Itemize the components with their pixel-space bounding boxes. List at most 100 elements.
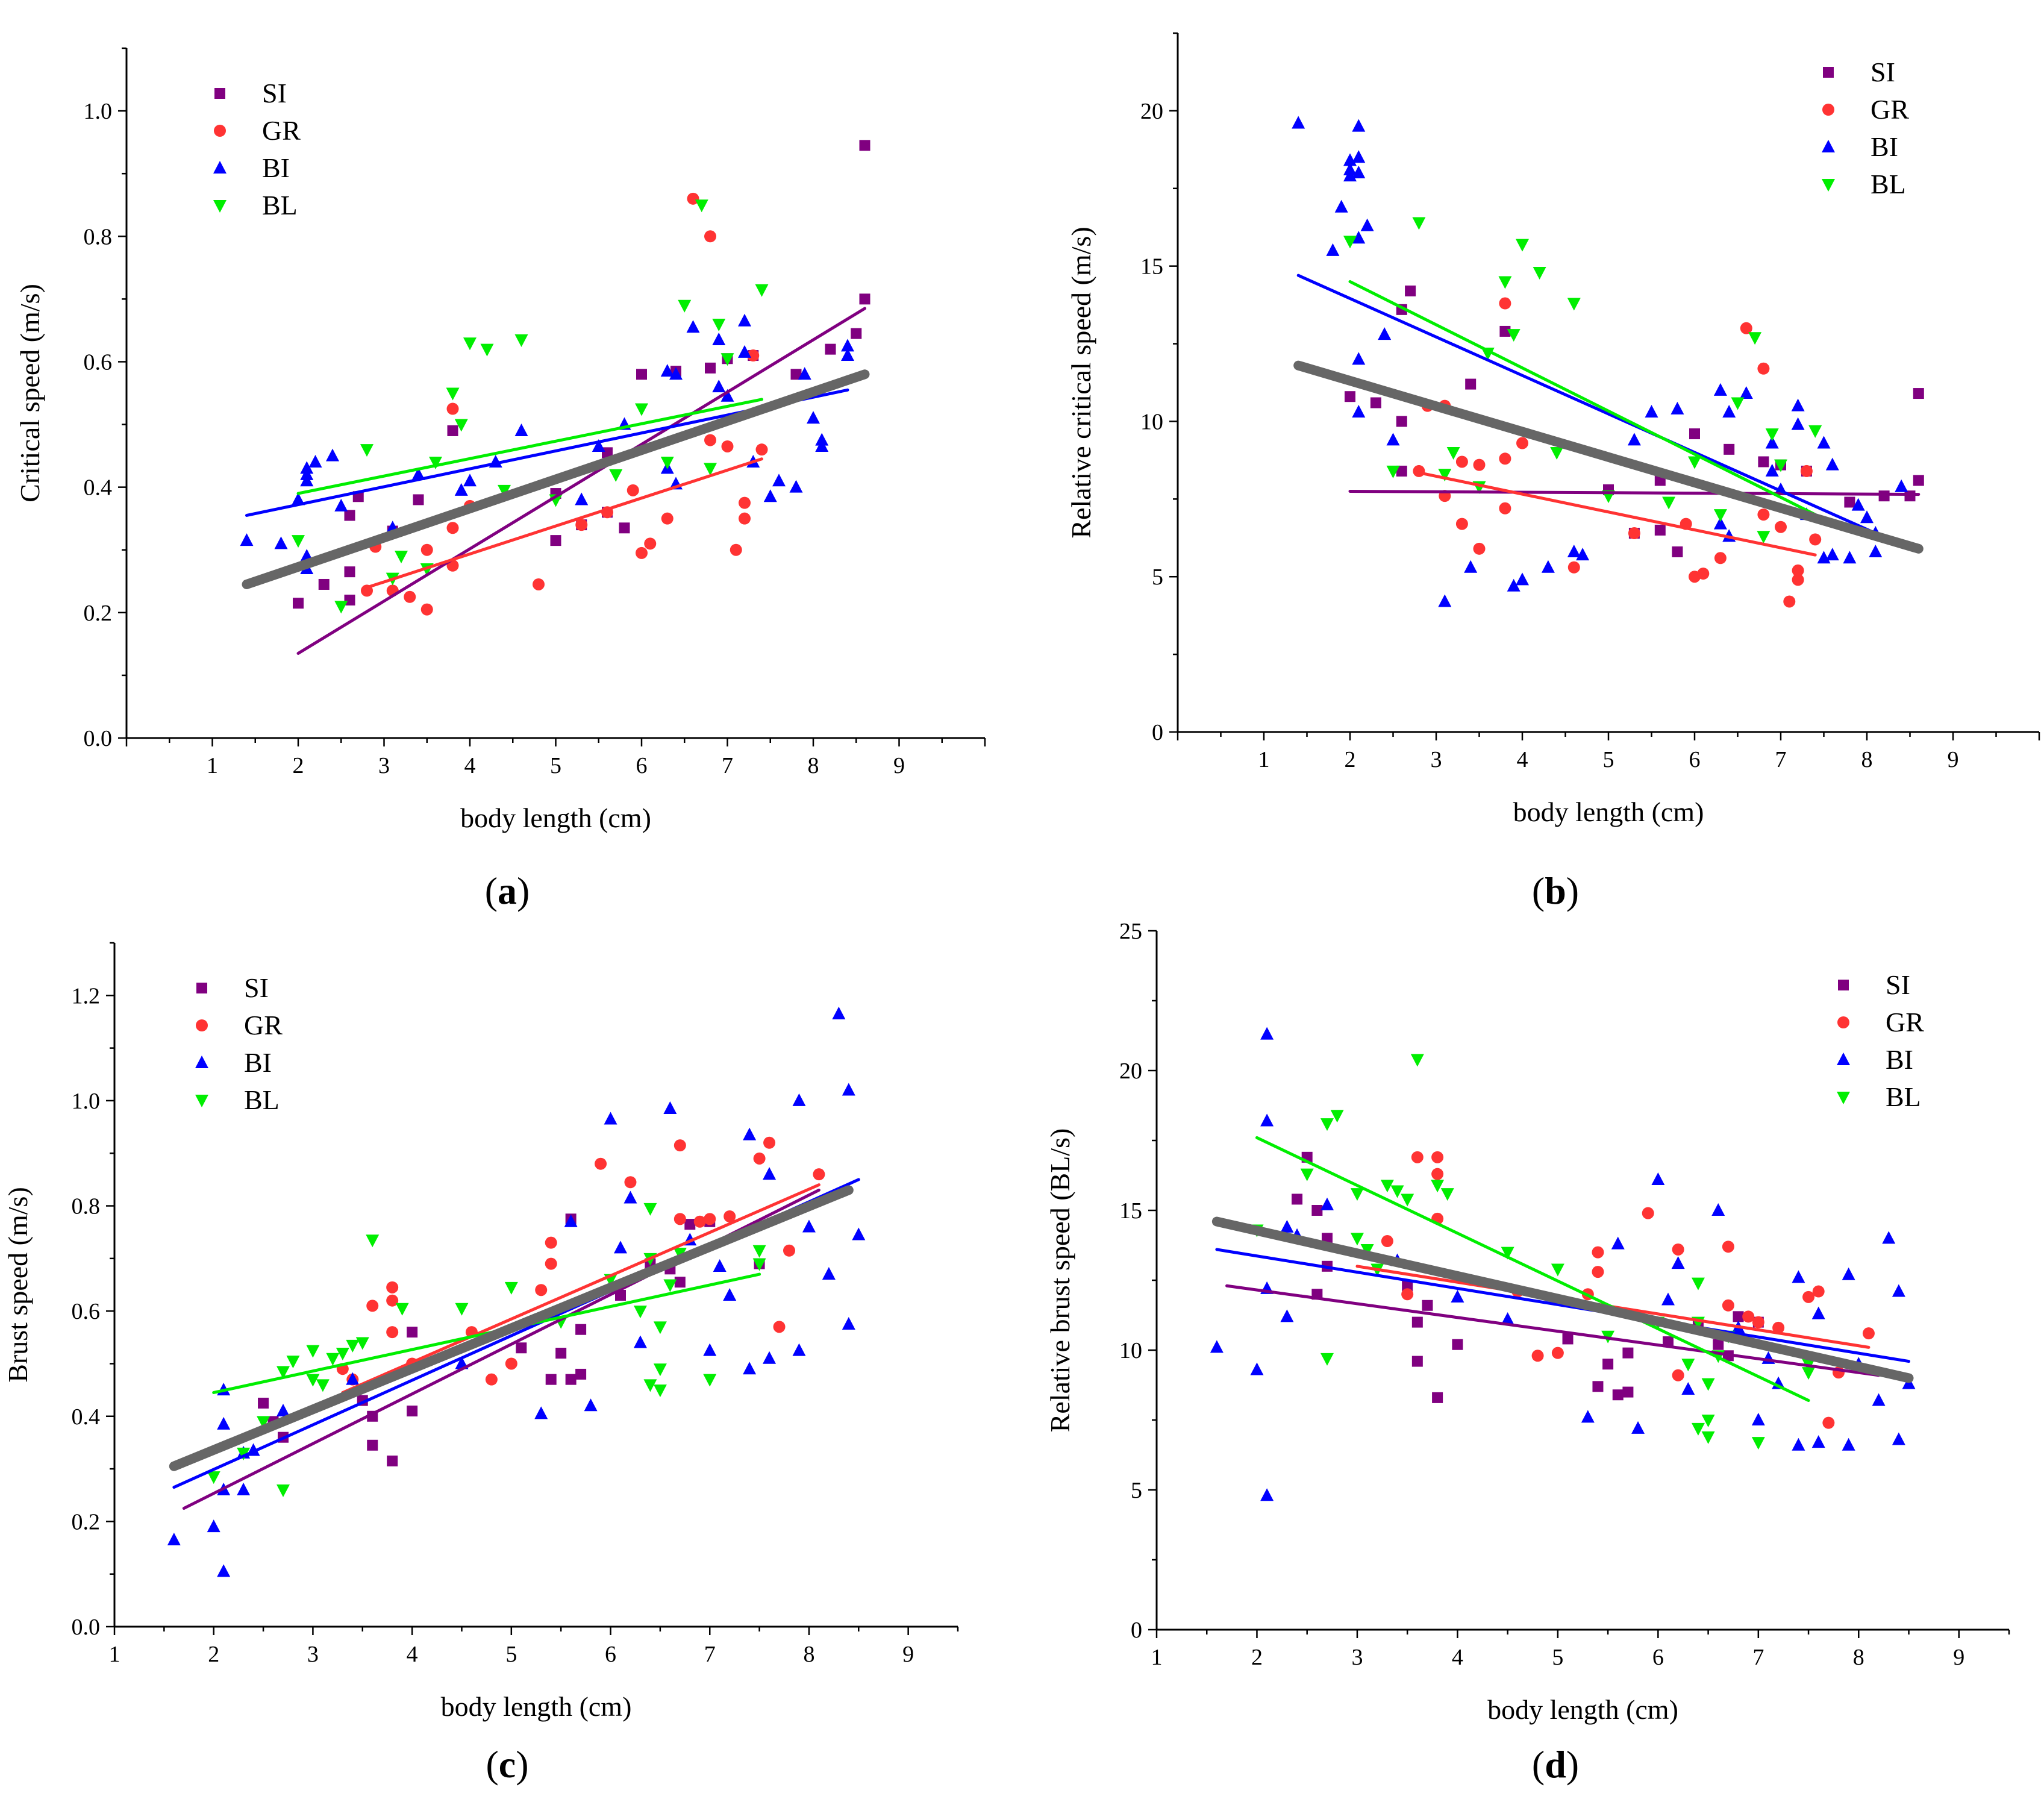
data-point-GR	[693, 1215, 706, 1228]
legend-marker-GR	[214, 125, 226, 137]
data-point-BI	[772, 474, 786, 487]
fit-line-overall	[1211, 1216, 1914, 1383]
data-point-BL	[678, 299, 692, 313]
series-BI	[1292, 116, 1908, 607]
data-point-BI	[1791, 398, 1805, 411]
data-point-BL	[346, 1339, 360, 1353]
data-point-GR	[595, 1157, 607, 1170]
data-point-SI	[318, 578, 330, 590]
data-point-SI	[550, 535, 561, 546]
x-tick-label: 5	[1552, 1645, 1563, 1670]
data-point-BL	[1808, 425, 1822, 438]
data-point-SI	[1396, 416, 1407, 427]
data-point-BL	[643, 1203, 657, 1216]
data-point-SI	[344, 566, 355, 578]
data-point-BL	[1701, 1431, 1715, 1444]
data-point-BI	[1386, 433, 1400, 446]
data-point-GR	[674, 1213, 686, 1225]
y-tick-label: 0.6	[84, 349, 113, 375]
data-point-BL	[446, 387, 460, 401]
data-point-BL	[334, 601, 348, 614]
legend-label-BI: BI	[262, 152, 290, 183]
panel-label: (c)	[486, 1743, 528, 1786]
fit-line-BI	[1296, 274, 1877, 535]
data-point-SI	[413, 494, 424, 505]
data-point-SI	[1292, 1193, 1303, 1205]
x-tick-label: 9	[1953, 1645, 1964, 1670]
data-point-BI	[454, 483, 468, 496]
data-point-BI	[712, 380, 726, 393]
data-point-BI	[1791, 417, 1805, 430]
data-point-BL	[306, 1345, 320, 1358]
data-point-BI	[1627, 433, 1641, 446]
data-point-GR	[1812, 1285, 1825, 1298]
data-point-SI	[1422, 1300, 1433, 1311]
data-point-GR	[1499, 297, 1511, 310]
data-point-BL	[1300, 1168, 1314, 1181]
data-point-BL	[1343, 236, 1357, 249]
x-axis-title: body length (cm)	[441, 1691, 632, 1722]
data-point-SI	[1733, 1311, 1744, 1322]
data-point-GR	[1473, 458, 1486, 471]
data-point-SI	[684, 1219, 696, 1230]
y-tick-label: 5	[1131, 1478, 1142, 1503]
data-point-GR	[446, 522, 459, 534]
data-point-GR	[1742, 1310, 1755, 1323]
x-tick-label: 8	[1861, 747, 1873, 772]
data-point-BI	[1765, 463, 1779, 477]
data-point-BI	[1711, 1203, 1725, 1216]
data-point-SI	[1311, 1205, 1323, 1216]
data-point-BL	[1701, 1415, 1715, 1427]
data-point-GR	[1628, 527, 1640, 540]
legend: SI GR BI BL	[195, 972, 283, 1115]
data-point-SI	[387, 1455, 398, 1466]
fit-line-SI	[296, 307, 866, 655]
x-tick-label: 5	[1603, 747, 1614, 772]
data-point-BI	[334, 498, 348, 511]
data-point-GR	[627, 484, 639, 496]
data-point-BL	[1440, 1188, 1454, 1201]
chart-panel-a: 1 2 3 4 5 6 7 8 9 0.0 0.2 0.4 0.6 0.8 1.0 body length (…	[14, 47, 986, 912]
data-point-BI	[1792, 1270, 1805, 1283]
data-point-BL	[207, 1471, 220, 1484]
y-tick-label: 10	[1140, 409, 1163, 434]
data-point-BI	[1765, 436, 1779, 449]
data-point-BI	[308, 455, 322, 468]
data-point-BL	[514, 334, 528, 348]
x-tick-label: 1	[207, 753, 218, 778]
legend: SI GR BI BL	[1822, 57, 1909, 199]
x-tick-label: 2	[293, 753, 304, 778]
data-point-BL	[366, 1234, 380, 1248]
data-point-BI	[1825, 548, 1839, 561]
legend-marker-BL	[1837, 1092, 1850, 1104]
data-point-BL	[609, 469, 623, 482]
data-point-BL	[720, 353, 734, 366]
x-tick-label: 7	[722, 753, 733, 778]
panel-label: (b)	[1532, 869, 1579, 912]
data-point-BI	[1438, 594, 1452, 607]
data-point-SI	[1663, 1336, 1674, 1348]
data-point-BI	[614, 1240, 627, 1254]
data-point-GR	[1822, 1416, 1835, 1429]
data-point-BI	[1825, 457, 1839, 471]
data-point-GR	[1672, 1369, 1684, 1381]
data-point-GR	[1802, 1290, 1815, 1303]
data-point-BI	[686, 320, 700, 333]
data-point-GR	[773, 1321, 786, 1333]
data-point-SI	[1622, 1347, 1634, 1359]
x-tick-label: 2	[1251, 1645, 1263, 1670]
legend-label-BI: BI	[244, 1047, 272, 1078]
data-point-GR	[1413, 465, 1425, 477]
data-point-BI	[277, 1404, 290, 1417]
data-point-BI	[763, 489, 777, 502]
legend-marker-SI	[196, 983, 207, 993]
data-point-BL	[1498, 276, 1512, 289]
x-tick-label: 7	[1752, 1645, 1764, 1670]
data-point-SI	[851, 328, 862, 339]
data-point-BL	[1691, 1277, 1705, 1290]
data-point-BI	[1352, 119, 1366, 132]
x-tick-label: 3	[307, 1642, 319, 1667]
data-point-BI	[1892, 1432, 1905, 1445]
data-point-SI	[1452, 1339, 1463, 1350]
